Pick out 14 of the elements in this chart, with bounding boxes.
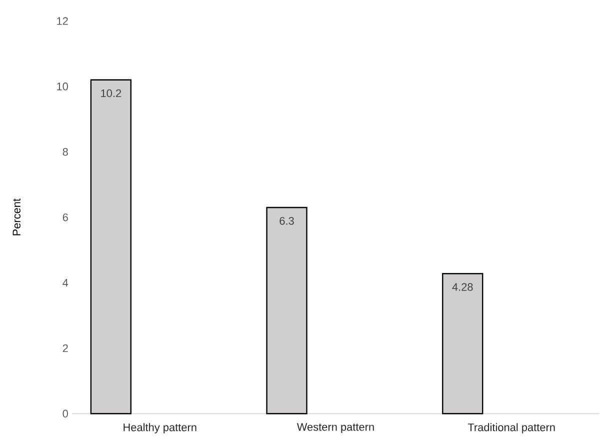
y-tick-label: 12 xyxy=(57,17,68,25)
data-label: 6.3 xyxy=(280,217,294,225)
data-label: 4.28 xyxy=(452,283,473,292)
data-label: 10.2 xyxy=(101,90,122,98)
y-tick-label: 8 xyxy=(62,148,68,156)
x-tick-label: Western pattern xyxy=(296,423,374,434)
x-tick-label: Traditional pattern xyxy=(468,423,555,434)
x-tick-label: Healthy pattern xyxy=(124,423,196,434)
y-tick-label: 10 xyxy=(57,82,68,90)
y-tick-label: 2 xyxy=(62,344,68,352)
y-tick-label: 0 xyxy=(62,410,68,418)
y-tick-label: 6 xyxy=(62,214,68,222)
y-tick-label: 4 xyxy=(62,279,68,287)
y-axis-title: Percent xyxy=(12,198,20,236)
